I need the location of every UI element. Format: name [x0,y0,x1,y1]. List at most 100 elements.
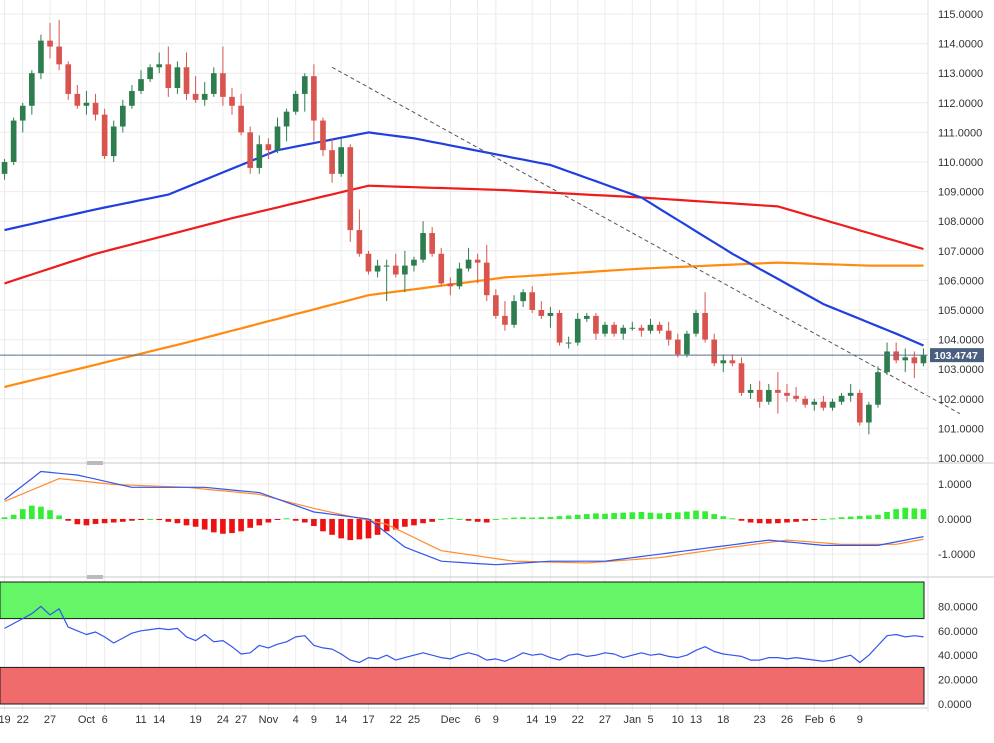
macd-histogram-bar [174,519,181,524]
candle [574,312,581,346]
candle [192,76,199,103]
candle-body [474,259,481,263]
macd-histogram-bar [29,505,35,519]
candle [656,321,663,334]
candle [465,247,472,272]
candle-body [756,389,763,402]
candle-body [402,265,408,275]
macd-histogram-bar [10,514,17,519]
macd-histogram-bar [38,506,44,519]
x-tick-label: 27 [44,714,56,726]
x-tick-label: 6 [829,714,835,726]
macd-histogram-bar [138,519,144,520]
candle-body [138,79,144,91]
candle-body [156,64,163,68]
candle [165,46,172,97]
candle [411,256,417,272]
macd-histogram-bar [83,519,90,526]
candle [638,324,645,337]
macd-histogram-bar [365,519,372,539]
candle [829,398,836,411]
macd-histogram-bar [711,514,718,519]
candle [820,395,827,411]
macd-histogram-bar [156,519,163,521]
candle [511,295,517,328]
macd-histogram-bar [92,519,99,524]
candle-body [83,102,90,106]
candle [374,259,381,278]
candle [101,108,108,160]
x-tick-label: 27 [235,714,247,726]
x-tick-label: 27 [599,714,611,726]
candle [538,301,545,319]
candle-body [838,395,845,402]
candle-body [74,93,81,106]
macd-histogram-bar [129,519,135,521]
candle [784,384,790,402]
macd-line [4,470,924,566]
macd-histogram-bar [256,519,263,526]
macd-histogram-bar [565,515,572,519]
macd-histogram-bar [629,512,636,519]
candle [902,348,909,373]
candle [866,401,872,435]
y-tick-label: 101.0000 [938,423,984,435]
macd-histogram-bar [383,519,390,532]
macd-histogram-bar [220,519,226,534]
candle [911,351,918,379]
candle-body [220,73,226,97]
macd-histogram-bar [402,519,408,527]
candle [847,384,854,402]
y-tick-label: 112.0000 [938,98,983,110]
candle-body [283,111,290,127]
x-tick-label: 19 [0,714,11,726]
candle [210,67,217,97]
x-tick-label: 9 [857,714,863,726]
candle [747,384,754,399]
candle-body [620,327,627,334]
candle [793,386,799,402]
macd-histogram-bar [438,519,445,520]
macd-histogram-bar [56,515,62,519]
candle [38,34,44,80]
candle [674,333,681,358]
x-tick-label: 14 [526,714,538,726]
macd-histogram-bar [101,519,108,524]
candle-body [729,360,736,364]
candle-body [29,73,35,106]
y-tick-label: 108.0000 [938,216,984,228]
macd-histogram-bar [320,519,326,532]
macd-histogram-bar [356,519,363,540]
candle [429,227,435,257]
candle [647,318,654,334]
candle-body [656,324,663,331]
candle [711,333,718,367]
candle [92,93,99,121]
candle [56,19,62,71]
macd-histogram-bar [493,519,499,520]
x-tick-label: 13 [690,714,702,726]
candle [83,90,90,115]
candle [684,330,690,358]
candle-body [793,395,799,399]
macd-histogram-bar [829,518,836,520]
candle [720,354,727,373]
candle [474,253,481,284]
macd-y-tick-label: 1.0000 [938,479,972,491]
candle-body [684,333,690,355]
macd-histogram-bar [247,519,254,528]
candle [74,85,81,109]
candle [702,292,708,343]
candle [838,392,845,405]
candle [893,342,899,364]
candle-body [465,259,472,269]
candle [811,398,818,411]
candle-body [920,355,927,364]
x-tick-label: 24 [217,714,229,726]
x-tick-label: 22 [390,714,402,726]
x-tick-label: 26 [781,714,793,726]
macd-histogram-bar [756,519,763,524]
last-price-badge [930,348,984,363]
macd-histogram-bar [301,519,308,523]
